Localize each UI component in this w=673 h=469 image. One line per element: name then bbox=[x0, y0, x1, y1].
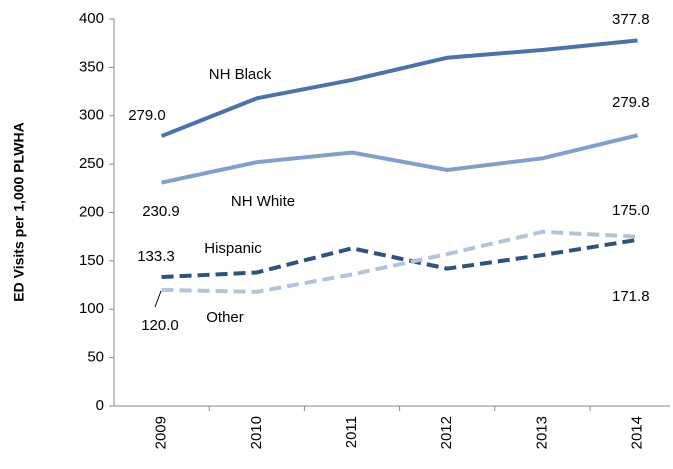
series-name: Other bbox=[206, 309, 244, 326]
data-label: 279.8 bbox=[612, 94, 650, 111]
data-label: 120.0 bbox=[141, 317, 179, 334]
y-tick-label: 250 bbox=[79, 155, 104, 172]
y-tick-label: 150 bbox=[79, 252, 104, 269]
x-tick-label: 2012 bbox=[438, 416, 455, 449]
data-label: 175.0 bbox=[612, 202, 650, 219]
series-name: NH Black bbox=[209, 66, 272, 83]
data-label: 230.9 bbox=[142, 203, 180, 220]
x-tick-label: 2011 bbox=[343, 416, 360, 448]
series-line bbox=[161, 133, 639, 185]
data-label: 133.3 bbox=[137, 248, 175, 265]
data-label: 171.8 bbox=[612, 288, 650, 305]
data-label: 279.0 bbox=[128, 107, 166, 124]
x-tick-label: 2009 bbox=[153, 416, 170, 449]
series-name: Hispanic bbox=[204, 240, 262, 257]
y-tick-label: 200 bbox=[79, 203, 104, 220]
y-tick-label: 50 bbox=[87, 349, 104, 366]
series-line bbox=[160, 38, 638, 138]
y-tick-label: 300 bbox=[79, 107, 104, 124]
x-tick-label: 2013 bbox=[533, 416, 550, 449]
series-line bbox=[161, 237, 638, 280]
y-axis-label: ED Visits per 1,000 PLWHA bbox=[11, 122, 27, 301]
data-label: 377.8 bbox=[612, 11, 650, 28]
y-tick-label: 400 bbox=[79, 10, 104, 27]
series-name: NH White bbox=[231, 193, 295, 210]
x-tick-label: 2010 bbox=[248, 416, 265, 449]
y-tick-label: 350 bbox=[79, 58, 104, 75]
y-tick-label: 100 bbox=[79, 300, 104, 317]
series-line bbox=[161, 229, 638, 294]
x-tick-label: 2014 bbox=[629, 416, 646, 449]
leader-line bbox=[154, 290, 162, 308]
y-tick-label: 0 bbox=[96, 397, 104, 414]
